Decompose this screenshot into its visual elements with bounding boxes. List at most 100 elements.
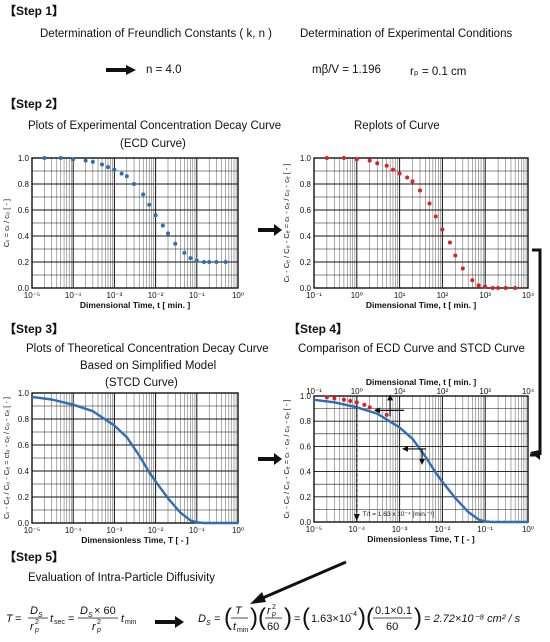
data-point [384, 412, 389, 417]
y-tick-label: 0.8 [18, 415, 30, 424]
freundlich-heading: Determination of Freundlich Constants ( … [40, 28, 273, 40]
data-point [141, 192, 146, 197]
data-point [332, 396, 337, 401]
data-point [173, 241, 178, 246]
svg-text:r: r [92, 621, 97, 633]
svg-text:D: D [198, 613, 206, 625]
x-axis-label: Dimensional Time, t [ min. ] [80, 300, 191, 310]
data-point [503, 286, 508, 290]
svg-text:min: min [125, 619, 136, 626]
data-point [119, 171, 124, 176]
svg-text:D: D [30, 605, 38, 617]
svg-text:r: r [267, 605, 272, 617]
x-tick-label: 10² [437, 291, 449, 300]
x-axis-label: Dimensional Time, t [ min. ] [366, 300, 477, 310]
y-tick-label: 0.2 [300, 493, 312, 502]
arrow-down-icon [353, 514, 360, 521]
svg-text:× 60: × 60 [94, 605, 116, 617]
x-tick-label: 10⁻¹ [306, 291, 322, 300]
data-point [166, 231, 171, 236]
y-tick-label: 0.4 [300, 232, 312, 241]
data-point [453, 253, 458, 258]
svg-text:): ) [414, 604, 422, 631]
y-tick-label: 0.0 [300, 518, 312, 527]
comparison-chart: 10⁻⁵ 10⁻⁴ 10⁻³ 10⁻² 10⁻¹ 10⁰ 0.0 0.2 0.4 0.6 0.8 1.… [282, 377, 535, 544]
data-point [207, 260, 212, 264]
svg-text:=: = [15, 613, 21, 625]
x-tick-label: 10⁻³ [392, 525, 408, 534]
data-point [202, 260, 207, 264]
data-point [460, 266, 465, 271]
svg-text:(: ( [366, 604, 374, 631]
data-point [348, 399, 353, 404]
ecd-chart: 10⁻⁵ 10⁻⁴ 10⁻³ 10⁻² 10⁻¹ 10⁰ 0.0 0.2 0.4 0.6 0.8 1.… [2, 154, 244, 310]
data-point [71, 157, 76, 162]
y-tick-label: 0.2 [300, 258, 312, 267]
n-value: n = 4.0 [146, 64, 182, 76]
svg-text:T: T [6, 613, 14, 625]
x-tick-label: 10⁻⁵ [306, 525, 322, 534]
svg-text:=: = [294, 613, 300, 625]
svg-text:p: p [34, 627, 39, 634]
data-point [367, 405, 372, 410]
y-tick-label: 1.0 [18, 389, 30, 398]
x2-tick-label: 10⁰ [351, 387, 363, 396]
svg-text:0.1×0.1: 0.1×0.1 [375, 605, 412, 617]
data-point [390, 167, 395, 172]
data-point [375, 161, 380, 166]
svg-text:60: 60 [386, 621, 398, 633]
stcd-curve [31, 395, 238, 525]
x-tick-label: 10⁻¹ [189, 291, 205, 300]
chart-grid [31, 392, 239, 524]
data-point [384, 163, 389, 168]
data-point [440, 227, 445, 232]
x2-tick-label: 10¹ [394, 387, 406, 396]
data-point [427, 201, 432, 206]
y-tick-label: 0.0 [300, 284, 312, 293]
step5-label: 【Step 5】 [4, 550, 65, 564]
data-point [83, 158, 88, 163]
stcd-plots-title: Plots of Theoretical Concentration Decay… [26, 343, 269, 355]
y-tick-label: 0.6 [18, 206, 30, 215]
data-point [490, 286, 495, 290]
data-point [433, 214, 438, 219]
svg-text:D: D [80, 605, 88, 617]
data-point [324, 156, 329, 160]
data-point [188, 256, 193, 261]
y-tick-label: 0.6 [300, 206, 312, 215]
y-tick-label: 0.4 [18, 232, 30, 241]
svg-text:min: min [237, 627, 248, 634]
data-point [112, 167, 117, 172]
x2-tick-label: 10⁻¹ [306, 387, 322, 396]
step3-label: 【Step 3】 [4, 322, 65, 336]
x-tick-label: 10⁻⁴ [65, 526, 82, 535]
x-tick-label: 10⁻⁴ [349, 525, 366, 534]
x-tick-label: 10⁻³ [107, 291, 123, 300]
data-point [194, 258, 199, 263]
y-tick-label: 1.0 [18, 154, 30, 163]
svg-text:t: t [121, 613, 125, 625]
svg-text:(: ( [258, 604, 266, 631]
data-point [447, 240, 452, 245]
svg-text:2: 2 [97, 619, 101, 626]
x-tick-label: 10⁻⁴ [65, 291, 82, 300]
data-point [418, 188, 423, 193]
data-point [42, 156, 47, 160]
svg-text:p: p [96, 627, 101, 634]
chart-grid [31, 157, 239, 289]
svg-text:2: 2 [35, 619, 39, 626]
y-tick-label: 0.8 [300, 180, 312, 189]
svg-text:2: 2 [272, 604, 276, 611]
y-axis-label: Cₜ - Cₑ / C₀ - Cₑ = ct₀ - cₑ / c₀ - cₑ [… [2, 397, 11, 519]
svg-text:(: ( [224, 604, 232, 631]
x-tick-label: 10⁻² [148, 526, 164, 535]
data-point [99, 162, 104, 167]
y-tick-label: 0.2 [18, 258, 30, 267]
data-point [362, 402, 367, 407]
plot-frame [31, 157, 239, 289]
data-point [324, 395, 329, 400]
x2-tick-label: 10⁴ [522, 387, 535, 396]
arrow-left-icon [402, 445, 409, 452]
y-tick-label: 1.0 [300, 154, 312, 163]
data-point [405, 175, 410, 180]
